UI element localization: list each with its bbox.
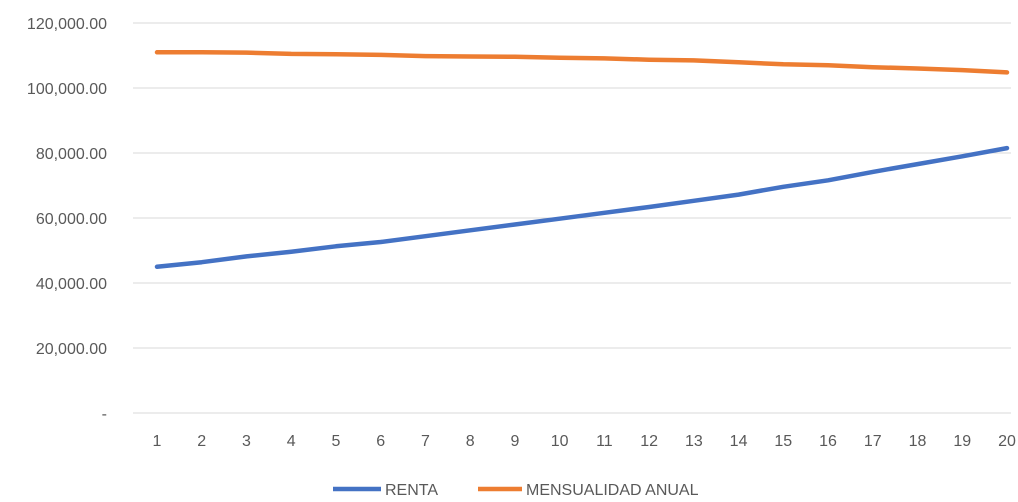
x-tick-label: 8 [466,433,475,450]
y-tick-label: 100,000.00 [27,81,107,98]
series-line-renta [154,145,1010,270]
x-tick-label: 3 [242,433,251,450]
y-tick-label: - [102,406,107,423]
x-tick-label: 17 [864,433,882,450]
x-tick-label: 1 [153,433,162,450]
y-tick-label: 40,000.00 [36,276,107,293]
y-tick-label: 80,000.00 [36,146,107,163]
x-tick-label: 16 [819,433,837,450]
x-axis-tick-labels: 1 2 3 4 5 6 7 8 9 10 11 12 13 14 15 16 17 18 19 20 [153,433,1016,450]
series-lines [154,50,1010,270]
y-tick-label: 20,000.00 [36,341,107,358]
x-tick-label: 5 [331,433,340,450]
x-tick-label: 10 [551,433,569,450]
gridlines [133,22,1011,414]
x-tick-label: 19 [953,433,971,450]
x-tick-label: 14 [730,433,748,450]
x-tick-label: 12 [640,433,658,450]
y-tick-label: 60,000.00 [36,211,107,228]
x-tick-label: 9 [510,433,519,450]
x-tick-label: 15 [774,433,792,450]
x-tick-label: 7 [421,433,430,450]
x-tick-label: 2 [197,433,206,450]
x-tick-label: 6 [376,433,385,450]
legend: RENTA MENSUALIDAD ANUAL [333,482,699,499]
x-tick-label: 18 [909,433,927,450]
legend-label: MENSUALIDAD ANUAL [526,482,699,497]
y-tick-label: 120,000.00 [27,16,107,33]
legend-label: RENTA [385,482,438,497]
x-tick-label: 11 [596,433,613,450]
series-line-mensualidad-anual [154,50,1010,75]
x-tick-label: 13 [685,433,703,450]
x-tick-label: 20 [998,433,1016,450]
y-axis-tick-labels: - 20,000.00 40,000.00 60,000.00 80,000.00 100… [27,16,107,423]
x-tick-label: 4 [287,433,296,450]
